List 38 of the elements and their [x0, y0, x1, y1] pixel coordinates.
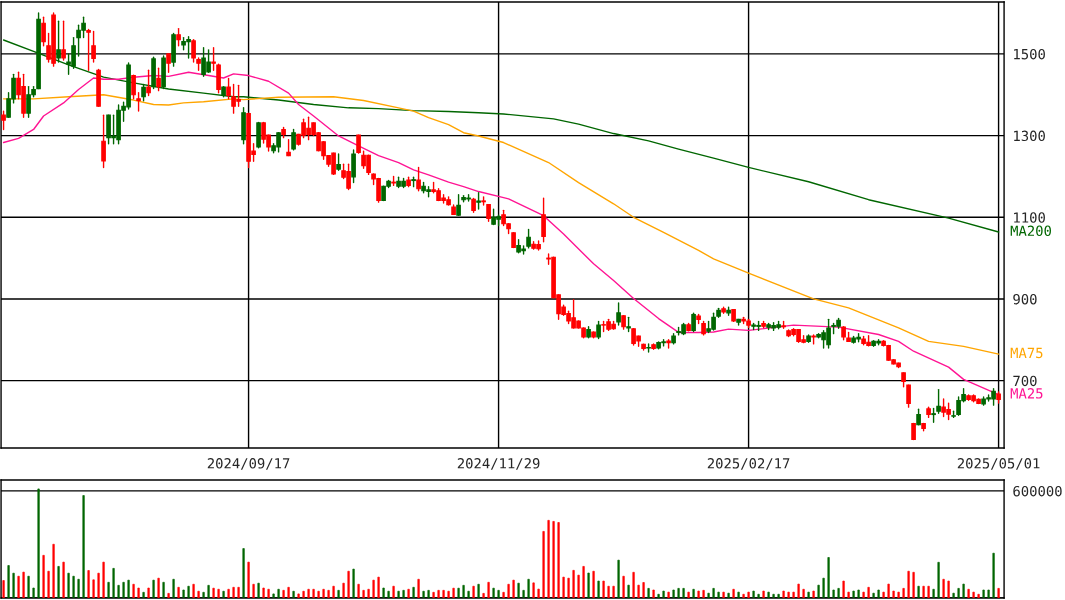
candlestick — [226, 77, 231, 100]
candlestick — [166, 53, 171, 73]
candlestick — [456, 194, 461, 216]
candlestick — [156, 67, 161, 92]
candlestick — [91, 30, 96, 63]
y-tick-label: 600000 — [1013, 485, 1062, 497]
candlestick — [146, 69, 151, 97]
candlestick — [416, 166, 421, 192]
y-tick-label: 900 — [1013, 293, 1037, 305]
candlestick — [906, 384, 911, 408]
candlestick — [86, 28, 91, 71]
y-tick-label: 1500 — [1014, 48, 1045, 60]
x-tick-label: 2025/05/01 — [957, 458, 1040, 470]
y-tick-label: 1300 — [1014, 130, 1045, 142]
candlestick — [136, 92, 141, 112]
candlestick — [616, 302, 621, 326]
series-label: MA25 — [1010, 388, 1043, 399]
candlestick — [1, 110, 6, 131]
candlestick — [691, 312, 696, 333]
x-tick-label: 2024/11/29 — [457, 458, 540, 470]
candlestick — [101, 114, 106, 169]
candlestick — [351, 149, 356, 184]
series-label: MA200 — [1010, 225, 1052, 237]
candlestick — [61, 20, 66, 61]
y-tick-label: 1100 — [1014, 212, 1045, 223]
x-tick-label: 2024/09/17 — [207, 458, 290, 470]
candlestick — [291, 128, 296, 151]
candlestick — [526, 228, 531, 249]
candlestick — [41, 16, 46, 47]
candlestick — [541, 197, 546, 243]
y-tick-label: 700 — [1013, 375, 1037, 387]
series-label: MA75 — [1010, 347, 1043, 359]
line-series — [2, 94, 1000, 355]
candlestick — [131, 74, 136, 100]
candlestick — [211, 47, 216, 71]
candlestick — [936, 388, 941, 415]
x-tick-label: 2025/02/17 — [707, 458, 790, 470]
candlestick — [191, 38, 196, 63]
